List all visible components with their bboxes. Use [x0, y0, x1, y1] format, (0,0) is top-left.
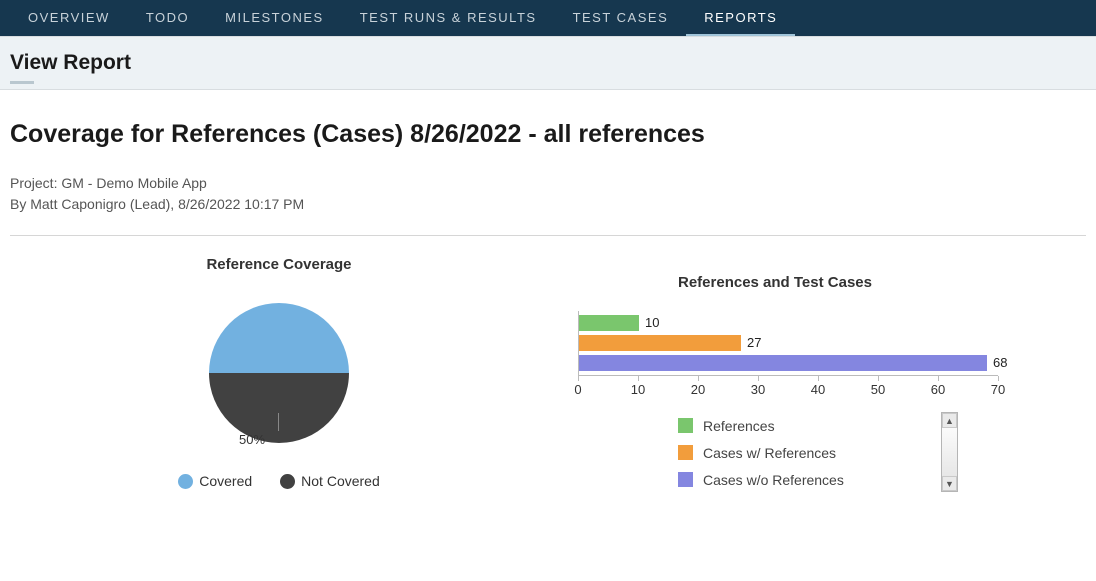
pie-graphic — [209, 303, 349, 443]
bar-plot: 102768 — [578, 311, 998, 376]
bar-value-label-2: 68 — [993, 355, 1007, 370]
bar-legend-item-1: Cases w/ References — [678, 439, 908, 466]
bar-chart-title: References and Test Cases — [678, 274, 1086, 291]
bar-chart: 102768 010203040506070 ReferencesCases w… — [578, 311, 1018, 493]
bar-x-axis: 010203040506070 — [578, 376, 998, 400]
bar-legend-label-2: Cases w/o References — [703, 472, 844, 488]
x-tick-mark — [638, 376, 639, 381]
bar-1 — [579, 335, 741, 351]
x-tick-label: 20 — [691, 382, 705, 397]
x-tick-mark — [818, 376, 819, 381]
separator — [10, 235, 1086, 236]
charts-row: Reference Coverage 50% 50% Covered Not C… — [10, 256, 1086, 493]
x-tick-mark — [878, 376, 879, 381]
x-tick-mark — [998, 376, 999, 381]
pie-legend-label-not-covered: Not Covered — [301, 473, 380, 489]
by-line: By Matt Caponigro (Lead), 8/26/2022 10:1… — [10, 194, 1086, 215]
bar-chart-column: References and Test Cases 10 27 68 0 10 20 30… — [548, 256, 1086, 493]
x-tick-label: 70 — [991, 382, 1005, 397]
bar-legend-label-1: Cases w/ References — [703, 445, 836, 461]
bar-legend-item-0: References — [678, 412, 908, 439]
tab-overview[interactable]: OVERVIEW — [10, 0, 128, 36]
legend-scrollbar[interactable]: ▲ ▼ — [941, 412, 958, 492]
bar-legend-swatch-2 — [678, 472, 693, 487]
x-tick-mark — [758, 376, 759, 381]
bar-value-label-0: 10 — [645, 315, 659, 330]
scroll-up-button[interactable]: ▲ — [942, 413, 957, 428]
pie-legend-item-covered: Covered — [178, 473, 252, 489]
pie-legend-label-covered: Covered — [199, 473, 252, 489]
bar-legend-item-2: Cases w/o References — [678, 466, 908, 493]
top-nav: OVERVIEW TODO MILESTONES TEST RUNS & RES… — [0, 0, 1096, 36]
bar-legend-swatch-0 — [678, 418, 693, 433]
bar-value-label-1: 27 — [747, 335, 761, 350]
tab-test-cases[interactable]: TEST CASES — [555, 0, 687, 36]
project-line: Project: GM - Demo Mobile App — [10, 173, 1086, 194]
swatch-covered — [178, 474, 193, 489]
pie-legend-item-not-covered: Not Covered — [280, 473, 380, 489]
x-tick-label: 40 — [811, 382, 825, 397]
tab-test-runs-results[interactable]: TEST RUNS & RESULTS — [342, 0, 555, 36]
scroll-track[interactable] — [942, 428, 957, 476]
x-tick-label: 50 — [871, 382, 885, 397]
bar-legend: References Cases w/ References Cases w/o R… — [678, 412, 908, 493]
pie-slice-label-bottom: 50% — [239, 432, 265, 447]
bar-0 — [579, 315, 639, 331]
tab-reports[interactable]: REPORTS — [686, 0, 795, 36]
tab-todo[interactable]: TODO — [128, 0, 207, 36]
swatch-not-covered — [280, 474, 295, 489]
bar-2 — [579, 355, 987, 371]
pie-chart-column: Reference Coverage 50% 50% Covered Not C… — [10, 256, 548, 493]
x-tick-label: 0 — [574, 382, 581, 397]
scroll-down-button[interactable]: ▼ — [942, 476, 957, 491]
bar-legend-wrap: References Cases w/ References Cases w/o R… — [578, 412, 1018, 493]
x-tick-label: 10 — [631, 382, 645, 397]
x-tick-mark — [938, 376, 939, 381]
pie-legend: Covered Not Covered — [10, 473, 548, 489]
bar-legend-label-0: References — [703, 418, 775, 434]
page-title: View Report — [10, 51, 131, 75]
report-meta: Project: GM - Demo Mobile App By Matt Ca… — [10, 173, 1086, 215]
x-tick-mark — [578, 376, 579, 381]
pie-chart-title: Reference Coverage — [10, 256, 548, 273]
x-tick-label: 30 — [751, 382, 765, 397]
pie-tick-bottom — [278, 413, 279, 431]
x-tick-mark — [698, 376, 699, 381]
tab-milestones[interactable]: MILESTONES — [207, 0, 342, 36]
report-title: Coverage for References (Cases) 8/26/202… — [10, 120, 1086, 149]
x-tick-label: 60 — [931, 382, 945, 397]
pie-chart: 50% 50% — [109, 303, 449, 443]
sub-header: View Report — [0, 36, 1096, 90]
report-body: Coverage for References (Cases) 8/26/202… — [0, 90, 1096, 503]
bar-legend-swatch-1 — [678, 445, 693, 460]
